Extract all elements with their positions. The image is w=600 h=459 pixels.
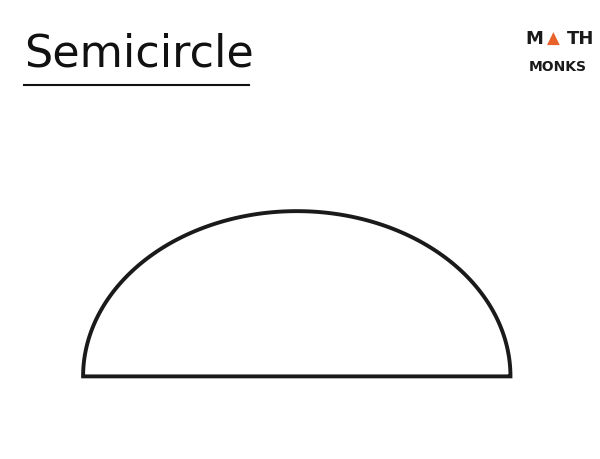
Text: M: M bbox=[525, 30, 543, 48]
Text: MONKS: MONKS bbox=[529, 60, 587, 74]
Text: TH: TH bbox=[567, 30, 594, 48]
Polygon shape bbox=[83, 211, 511, 376]
Text: Semicircle: Semicircle bbox=[24, 32, 253, 75]
Text: ▲: ▲ bbox=[547, 30, 560, 48]
